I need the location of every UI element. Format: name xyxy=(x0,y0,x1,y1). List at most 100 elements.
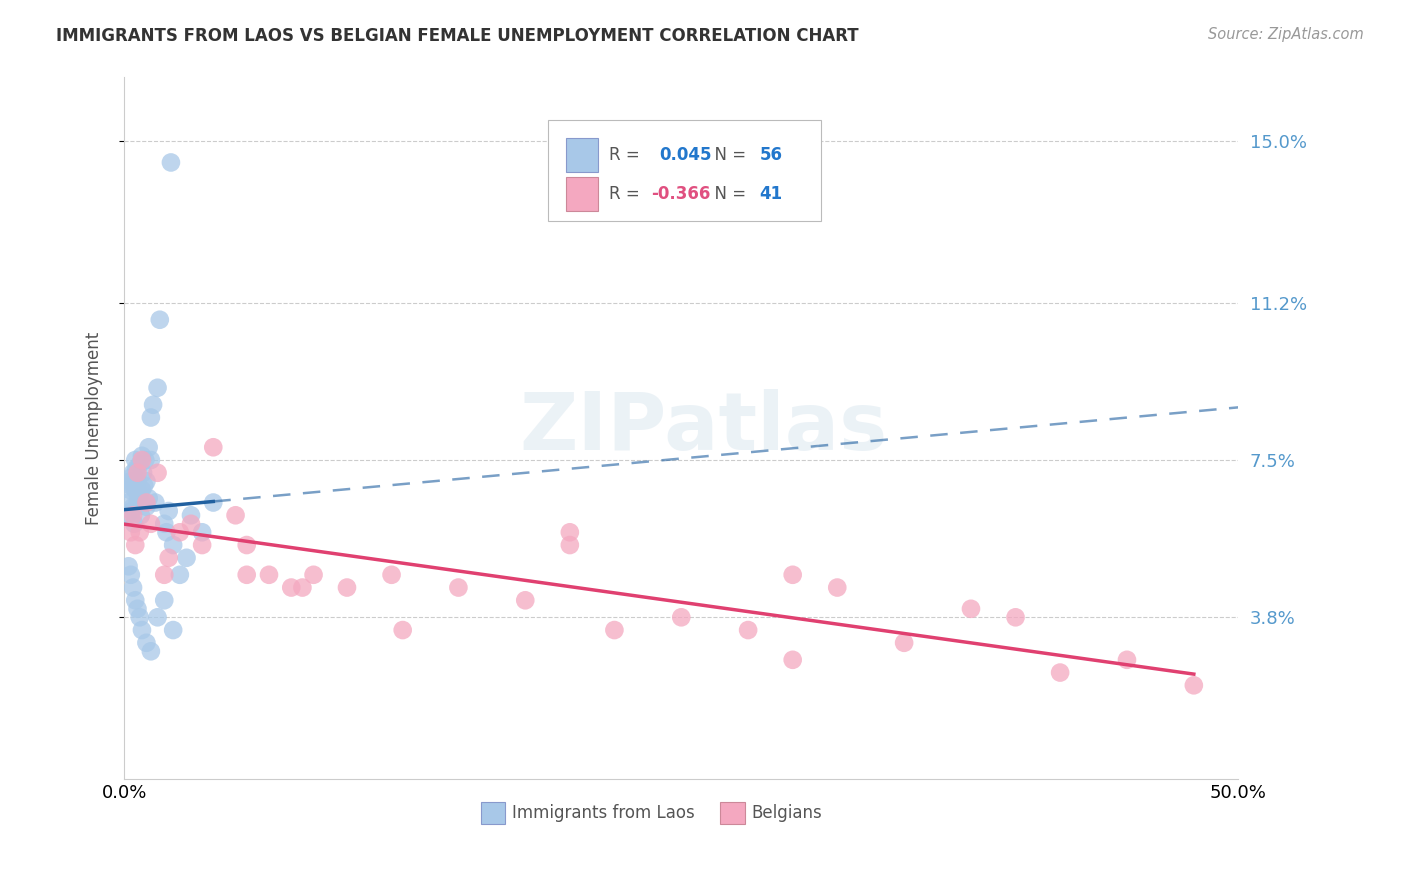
Text: 41: 41 xyxy=(759,185,782,202)
Text: N =: N = xyxy=(703,146,751,164)
Point xyxy=(124,483,146,497)
Point xyxy=(191,538,214,552)
Point xyxy=(380,567,402,582)
Point xyxy=(139,516,162,531)
FancyBboxPatch shape xyxy=(481,802,505,824)
Point xyxy=(129,508,152,523)
FancyBboxPatch shape xyxy=(567,177,598,211)
Point xyxy=(225,508,247,523)
Point xyxy=(146,610,169,624)
Point xyxy=(893,636,915,650)
Text: -0.366: -0.366 xyxy=(651,185,710,202)
Point xyxy=(120,478,142,492)
Point xyxy=(128,487,150,501)
Point xyxy=(149,312,172,326)
Point xyxy=(132,466,155,480)
Point xyxy=(125,461,148,475)
Point xyxy=(1182,678,1205,692)
Point xyxy=(202,495,225,509)
Point xyxy=(122,581,145,595)
Point xyxy=(153,567,176,582)
Text: Immigrants from Laos: Immigrants from Laos xyxy=(512,805,695,822)
Point xyxy=(117,559,139,574)
Point xyxy=(1004,610,1026,624)
Point xyxy=(127,466,149,480)
Text: IMMIGRANTS FROM LAOS VS BELGIAN FEMALE UNEMPLOYMENT CORRELATION CHART: IMMIGRANTS FROM LAOS VS BELGIAN FEMALE U… xyxy=(56,27,859,45)
Point xyxy=(157,550,180,565)
FancyBboxPatch shape xyxy=(567,138,598,172)
Point xyxy=(131,623,153,637)
Point xyxy=(128,525,150,540)
Point xyxy=(127,475,149,489)
Point xyxy=(169,525,191,540)
Point xyxy=(122,508,145,523)
Point xyxy=(124,453,146,467)
FancyBboxPatch shape xyxy=(547,120,821,221)
Point xyxy=(120,525,142,540)
Point xyxy=(118,483,141,497)
Point xyxy=(153,593,176,607)
Point xyxy=(128,610,150,624)
Point xyxy=(128,457,150,471)
Point xyxy=(143,495,166,509)
Point xyxy=(121,504,143,518)
Point xyxy=(122,516,145,531)
Point xyxy=(146,381,169,395)
Point xyxy=(139,410,162,425)
Point xyxy=(162,538,184,552)
Text: Belgians: Belgians xyxy=(751,805,823,822)
Point xyxy=(737,623,759,637)
Point xyxy=(120,567,142,582)
Point xyxy=(160,155,183,169)
Text: 0.045: 0.045 xyxy=(659,146,711,164)
Point xyxy=(138,440,160,454)
Point xyxy=(131,453,153,467)
Point xyxy=(134,453,156,467)
Point xyxy=(128,491,150,506)
Point xyxy=(280,581,302,595)
Point xyxy=(603,623,626,637)
Point xyxy=(302,567,325,582)
Point xyxy=(124,538,146,552)
Text: R =: R = xyxy=(609,146,645,164)
Point xyxy=(135,495,157,509)
Point xyxy=(122,466,145,480)
FancyBboxPatch shape xyxy=(720,802,745,824)
Point xyxy=(155,525,177,540)
Point xyxy=(139,644,162,658)
Point xyxy=(162,623,184,637)
Point xyxy=(336,581,359,595)
Point xyxy=(134,478,156,492)
Point xyxy=(257,567,280,582)
Point xyxy=(131,449,153,463)
Point xyxy=(960,602,983,616)
Point xyxy=(235,567,257,582)
Point xyxy=(1116,653,1139,667)
Point xyxy=(391,623,413,637)
Point xyxy=(202,440,225,454)
Point xyxy=(515,593,537,607)
Point xyxy=(671,610,693,624)
Point xyxy=(139,453,162,467)
Text: Source: ZipAtlas.com: Source: ZipAtlas.com xyxy=(1208,27,1364,42)
Point xyxy=(138,491,160,506)
Point xyxy=(176,550,198,565)
Point xyxy=(782,653,804,667)
Text: ZIPatlas: ZIPatlas xyxy=(519,389,887,467)
Point xyxy=(169,567,191,582)
Point xyxy=(153,516,176,531)
Point xyxy=(121,470,143,484)
Point xyxy=(122,500,145,514)
Point xyxy=(127,602,149,616)
Text: N =: N = xyxy=(703,185,751,202)
Point xyxy=(127,495,149,509)
Point xyxy=(782,567,804,582)
Point xyxy=(291,581,314,595)
Point xyxy=(157,504,180,518)
Point xyxy=(558,525,581,540)
Point xyxy=(235,538,257,552)
Point xyxy=(180,508,202,523)
Point xyxy=(120,475,142,489)
Text: R =: R = xyxy=(609,185,645,202)
Point xyxy=(558,538,581,552)
